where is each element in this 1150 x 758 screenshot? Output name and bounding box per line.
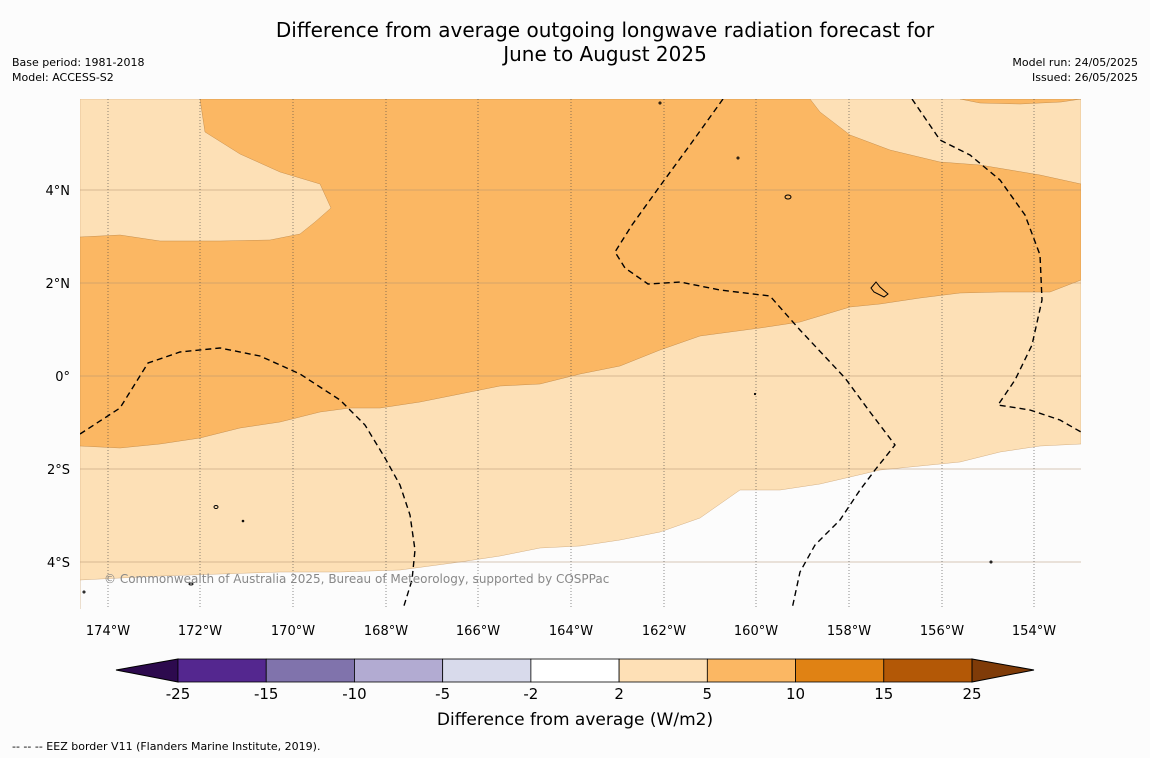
colorbar-cell [883, 658, 973, 683]
lon-label: 162°W [642, 624, 686, 639]
island-kiribati [870, 281, 889, 298]
colorbar-cell [795, 658, 885, 683]
colorbar-cell [442, 658, 532, 683]
map-plot-area: © Commonwealth of Australia 2025, Bureau… [80, 99, 1081, 609]
issued-date: Issued: 26/05/2025 [1031, 71, 1138, 84]
colorbar-tick-label: 2 [614, 685, 624, 703]
meta-left: Base period: 1981-2018 Model: ACCESS-S2 [12, 55, 144, 85]
lon-label: 170°W [271, 624, 315, 639]
lat-label: 4°S [47, 556, 70, 571]
colorbar-tick-label: 10 [786, 685, 805, 703]
longitude-gridlines [107, 99, 1035, 609]
map-title: Difference from average outgoing longwav… [230, 18, 980, 66]
title-line-1: Difference from average outgoing longwav… [275, 18, 935, 42]
lon-label: 158°W [827, 624, 871, 639]
colorbar-tick-label: 15 [874, 685, 893, 703]
lon-label: 156°W [920, 624, 964, 639]
colorbar-tick-label: 5 [703, 685, 713, 703]
lon-label: 166°W [456, 624, 500, 639]
colorbar-tick-label: 25 [962, 685, 981, 703]
lat-label: 0° [55, 370, 70, 385]
lon-label: 174°W [86, 624, 130, 639]
lon-label: 164°W [549, 624, 593, 639]
colorbar-tick-label: -2 [523, 685, 538, 703]
longitude-labels: 174°W 172°W 170°W 168°W 166°W 164°W 162°… [86, 624, 1056, 639]
colorbar: -25 -15 -10 -5 -2 2 5 10 15 25 [115, 658, 1035, 703]
colorbar-title: Difference from average (W/m2) [436, 710, 714, 730]
lat-label: 2°N [46, 277, 71, 292]
colorbar-tick-label: -25 [166, 685, 191, 703]
lon-label: 154°W [1012, 624, 1056, 639]
lon-label: 168°W [364, 624, 408, 639]
title-line-2: June to August 2025 [503, 42, 707, 66]
anomaly-patch-top-right [959, 99, 1081, 105]
anomaly-region-5-to-10 [80, 99, 1081, 449]
colorbar-tick-label: -10 [342, 685, 367, 703]
colorbar-cell [354, 658, 444, 683]
eez-borders [80, 99, 1081, 609]
base-period: Base period: 1981-2018 [12, 56, 145, 69]
colorbar-extend-high [971, 658, 1035, 683]
lon-label: 160°W [734, 624, 778, 639]
model-name: Model: ACCESS-S2 [12, 71, 114, 84]
colorbar-cell [265, 658, 355, 683]
latitude-gridlines [80, 189, 1081, 563]
copyright-notice: © Commonwealth of Australia 2025, Bureau… [104, 572, 609, 586]
colorbar-cell [706, 658, 796, 683]
latitude-labels: 4°N 2°N 0° 2°S 4°S [46, 184, 71, 571]
lat-label: 2°S [47, 463, 70, 478]
colorbar-tick-label: -5 [435, 685, 450, 703]
islands [82, 101, 993, 594]
meta-right: Model run: 24/05/2025 Issued: 26/05/2025 [1012, 55, 1138, 85]
colorbar-cell [530, 658, 620, 683]
colorbar-extend-low [115, 658, 179, 683]
colorbar-cell [618, 658, 708, 683]
lat-label: 4°N [46, 184, 71, 199]
eez-legend-note: -- -- -- EEZ border V11 (Flanders Marine… [12, 740, 321, 753]
colorbar-tick-label: -15 [254, 685, 279, 703]
model-run: Model run: 24/05/2025 [1012, 56, 1138, 69]
lon-label: 172°W [178, 624, 222, 639]
colorbar-cell [177, 658, 267, 683]
